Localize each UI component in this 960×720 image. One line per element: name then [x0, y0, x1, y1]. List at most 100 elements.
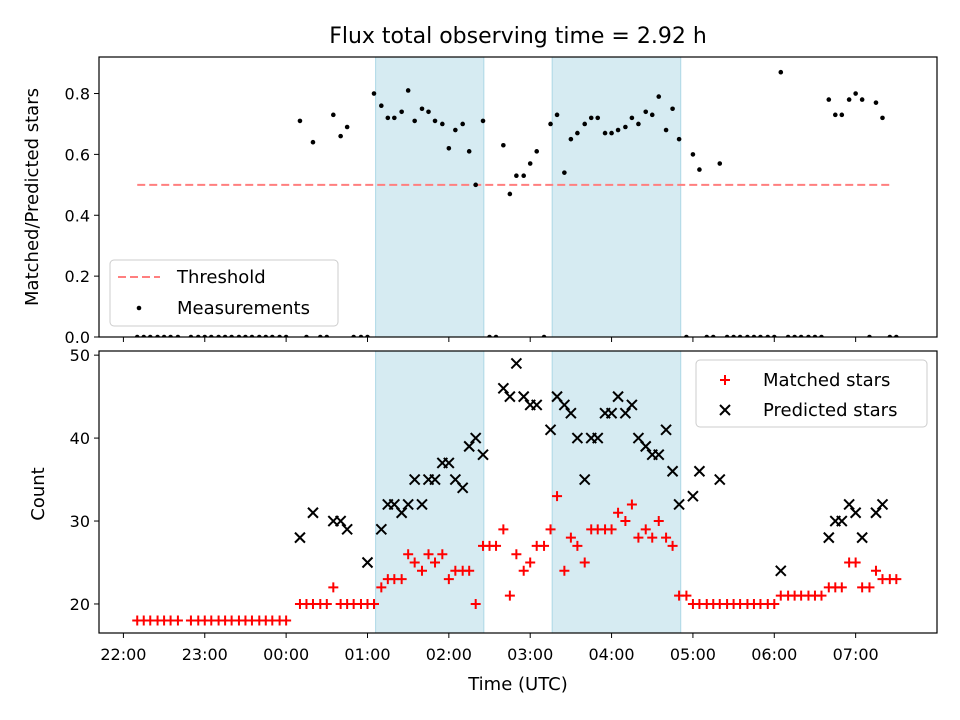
top-ytick-label: 0.4	[65, 206, 90, 225]
legend-measurements-label: Measurements	[177, 298, 310, 319]
predicted-stars-point	[714, 473, 726, 486]
predicted-stars-point	[876, 498, 889, 511]
top-legend: Threshold Measurements	[109, 259, 339, 327]
predicted-stars-point	[592, 432, 604, 444]
predicted-stars-point	[640, 440, 652, 453]
legend-predicted-label: Predicted stars	[763, 400, 897, 421]
matched-stars-point	[498, 524, 509, 535]
predicted-stars-point	[361, 556, 374, 569]
predicted-stars-point	[531, 399, 543, 411]
measurements-point	[826, 97, 832, 102]
top-ytick-label: 0.8	[65, 85, 90, 104]
predicted-stars-point	[856, 531, 868, 544]
xtick-label: 05:00	[670, 645, 716, 664]
predicted-stars-point	[504, 390, 516, 403]
measurements-point	[473, 182, 478, 188]
legend-predicted-swatch	[719, 404, 731, 416]
matched-stars-point	[368, 598, 379, 609]
measurements-point	[521, 173, 526, 178]
measurements-point	[629, 115, 635, 121]
matched-stars-point	[891, 574, 902, 585]
measurements-point	[880, 115, 885, 121]
measurements-point	[602, 130, 608, 136]
legend-matched-label: Matched stars	[763, 370, 890, 391]
measurements-point	[588, 115, 594, 121]
xtick-label: 04:00	[589, 645, 635, 664]
x-axis-label: Time (UTC)	[467, 674, 568, 695]
matched-stars-point	[620, 516, 631, 527]
matched-stars-point	[403, 549, 414, 560]
measurements-point	[534, 149, 540, 154]
matched-stars-point	[416, 565, 427, 576]
predicted-stars-point	[463, 440, 475, 453]
matched-stars-point	[545, 524, 556, 535]
matched-stars-point	[437, 549, 448, 560]
matched-stars-point	[430, 557, 441, 568]
measurements-point	[344, 124, 350, 130]
xtick-label: 03:00	[507, 645, 553, 664]
predicted-stars-point	[565, 407, 577, 419]
measurements-point	[527, 161, 533, 166]
shaded-interval-bottom-1	[551, 350, 682, 634]
measurements-point	[717, 161, 723, 166]
top-ytick-label: 0.2	[65, 267, 90, 286]
measurements-point	[656, 94, 662, 99]
xtick-label: 07:00	[833, 645, 879, 664]
predicted-stars-point	[294, 531, 306, 544]
predicted-stars-point	[579, 473, 591, 486]
top-legend-frame	[109, 259, 339, 327]
measurements-point	[379, 103, 384, 108]
predicted-stars-point	[843, 498, 855, 511]
bottom-legend-frame	[695, 359, 928, 428]
matched-stars-point	[836, 582, 847, 593]
measurements-point	[873, 100, 879, 105]
top-data-marks	[134, 69, 899, 337]
predicted-stars-point	[456, 482, 469, 494]
measurements-point	[636, 121, 641, 127]
measurements-point	[399, 109, 404, 115]
measurements-point	[609, 130, 614, 136]
matched-stars-point	[518, 565, 529, 576]
xtick-label: 22:00	[100, 645, 146, 664]
predicted-stars-point	[416, 498, 428, 511]
predicted-stars-point	[687, 490, 699, 502]
bottom-ytick-label: 30	[70, 512, 90, 531]
measurements-point	[562, 170, 567, 175]
chart-title: Flux total observing time = 2.92 h	[329, 24, 707, 49]
matched-stars-point	[633, 532, 644, 543]
predicted-stars-point	[660, 424, 672, 436]
bottom-ytick-label: 50	[70, 346, 90, 365]
matched-stars-point	[539, 540, 550, 551]
measurements-point	[595, 115, 601, 121]
predicted-stars-point	[469, 432, 482, 444]
measurements-point	[405, 88, 411, 93]
predicted-stars-point	[870, 507, 882, 519]
matched-stars-point	[579, 557, 590, 568]
measurements-point	[480, 118, 486, 124]
matched-stars-point	[613, 507, 624, 518]
measurements-point	[310, 139, 316, 145]
predicted-stars-point	[510, 357, 523, 370]
predicted-stars-point	[558, 399, 571, 411]
xtick-label: 23:00	[182, 645, 228, 664]
measurements-point	[846, 97, 852, 102]
measurements-point	[501, 142, 506, 148]
measurements-point	[575, 130, 580, 136]
measurements-point	[432, 118, 438, 124]
measurements-point	[670, 106, 675, 112]
top-ytick-label: 0.0	[65, 328, 90, 347]
predicted-stars-point	[443, 457, 455, 469]
measurements-point	[426, 109, 431, 115]
bottom-data-marks	[132, 357, 902, 626]
measurements-point	[697, 167, 702, 172]
matched-stars-point	[376, 582, 387, 593]
matched-stars-point	[647, 532, 658, 543]
predicted-stars-point	[849, 507, 862, 519]
measurements-point	[859, 97, 865, 102]
legend-matched-swatch	[720, 375, 730, 385]
predicted-stars-point	[836, 515, 848, 527]
predicted-stars-point	[408, 473, 421, 486]
matched-stars-point	[281, 615, 292, 626]
matched-stars-point	[606, 524, 617, 535]
